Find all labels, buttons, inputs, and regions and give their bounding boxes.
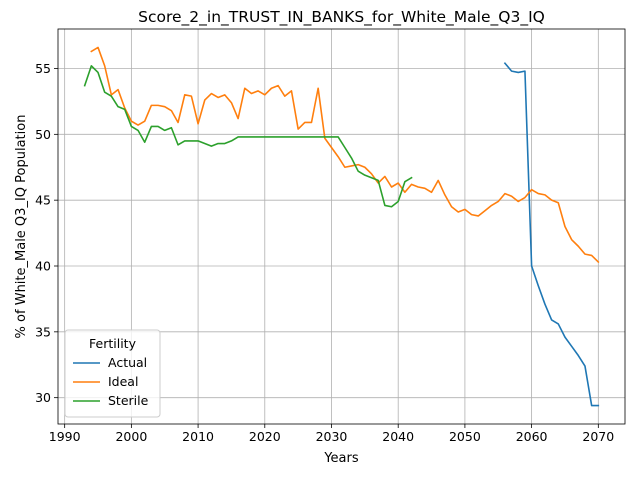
y-axis-label: % of White_Male Q3_IQ Population xyxy=(14,115,29,339)
y-tick-label: 55 xyxy=(35,61,51,76)
y-tick-label: 35 xyxy=(35,324,51,339)
chart-title: Score_2_in_TRUST_IN_BANKS_for_White_Male… xyxy=(138,8,545,27)
series-lines xyxy=(83,46,600,407)
x-axis-label: Years xyxy=(323,451,359,466)
series-line-actual xyxy=(503,62,600,407)
legend-items: Actual Ideal Sterile xyxy=(73,355,149,408)
legend-label: Ideal xyxy=(108,374,138,389)
x-tick-label: 2030 xyxy=(316,429,348,444)
y-tick-label: 40 xyxy=(35,259,51,274)
x-tick-label: 2010 xyxy=(182,429,214,444)
x-tick-label: 1990 xyxy=(49,429,81,444)
x-tick-label: 2070 xyxy=(582,429,614,444)
legend-label: Sterile xyxy=(108,393,149,408)
legend-box xyxy=(64,329,161,418)
legend-title: Fertility xyxy=(89,336,137,351)
series-line-sterile xyxy=(83,65,413,208)
x-tick-label: 2050 xyxy=(449,429,481,444)
y-tick-label: 45 xyxy=(35,193,51,208)
x-tick-label: 2000 xyxy=(115,429,147,444)
y-tick-label: 50 xyxy=(35,127,51,142)
x-tick-label: 2060 xyxy=(516,429,548,444)
series-line-ideal xyxy=(90,46,600,264)
legend-label: Actual xyxy=(108,355,147,370)
plot-frame xyxy=(57,28,626,425)
y-tick-label: 30 xyxy=(35,390,51,405)
x-tick-label: 2020 xyxy=(249,429,281,444)
axis-ticks: 1990 2000 2010 2020 2030 2040 2050 2060 2070 30 35… xyxy=(35,61,614,444)
legend: Fertility Actual Ideal Sterile xyxy=(64,329,161,418)
x-tick-label: 2040 xyxy=(382,429,414,444)
